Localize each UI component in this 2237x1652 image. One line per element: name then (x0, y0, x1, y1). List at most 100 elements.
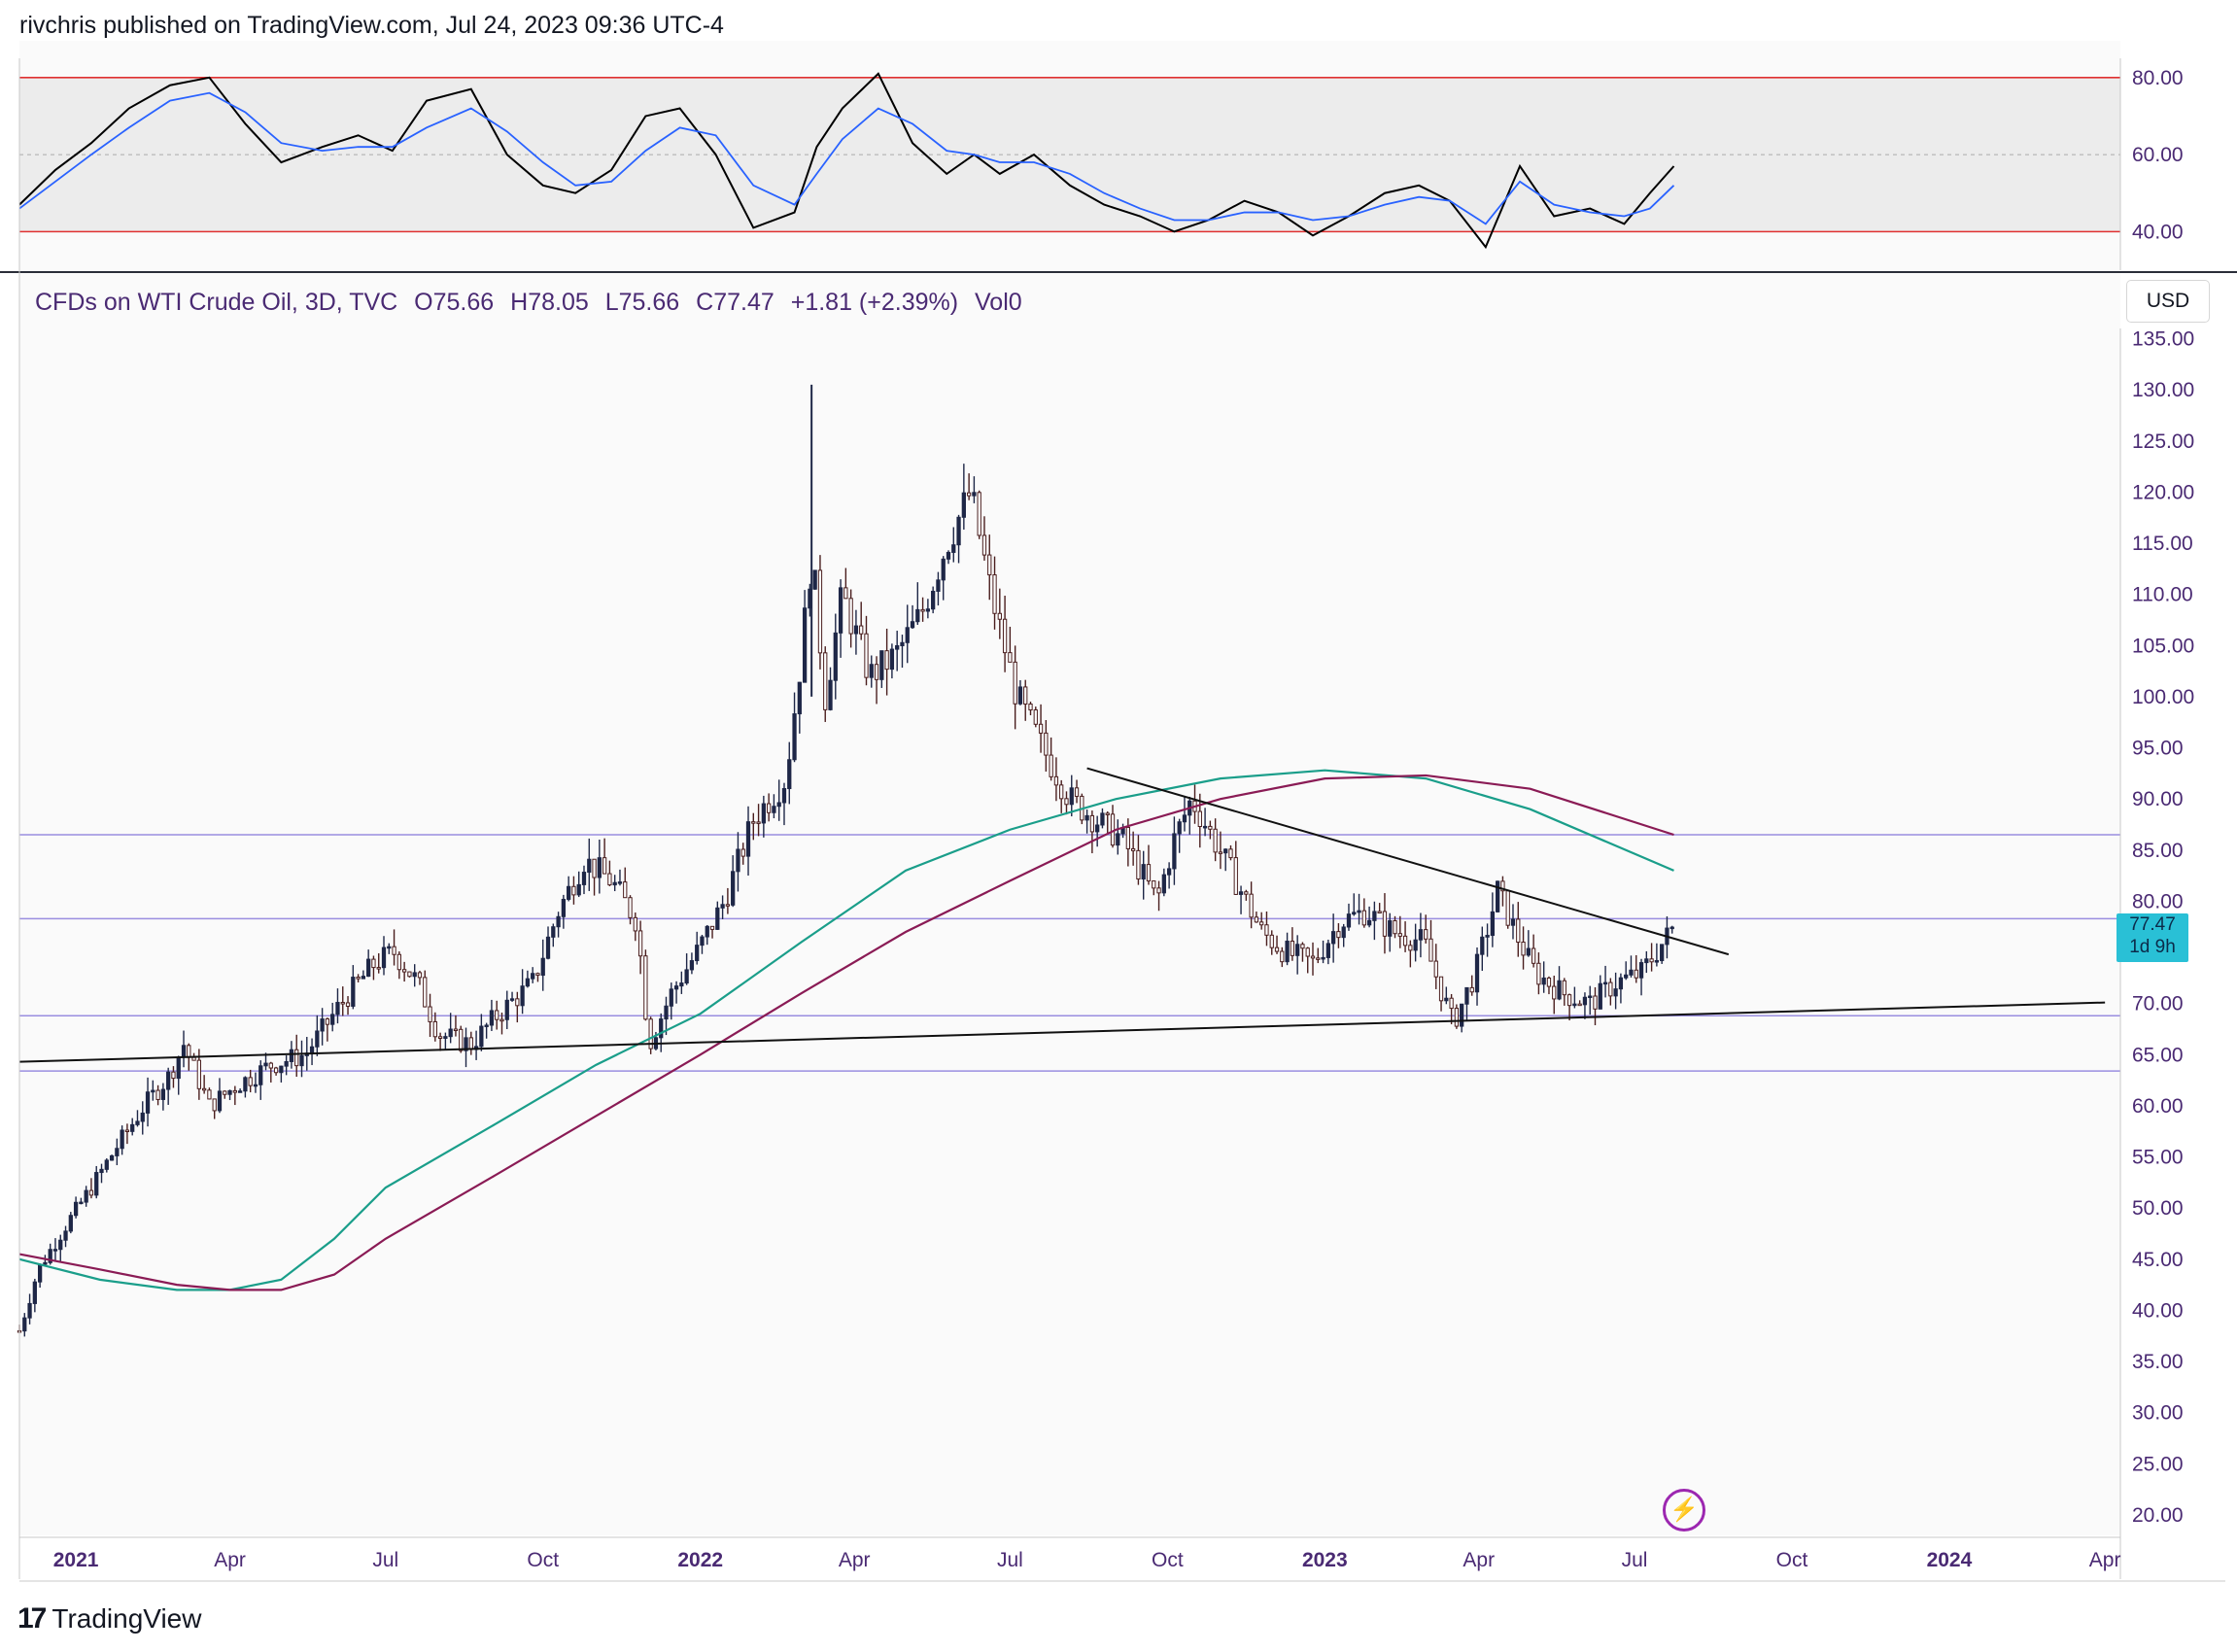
candle-body (1598, 982, 1602, 1010)
candle-body (1208, 825, 1213, 830)
candle (1536, 952, 1541, 995)
candle (84, 1186, 88, 1207)
candle-body (936, 579, 941, 592)
candle (709, 925, 715, 939)
candle (1624, 961, 1629, 981)
candle (1330, 913, 1336, 963)
candle-body (509, 998, 515, 1001)
candle-body (525, 978, 531, 987)
candle-body (792, 713, 797, 761)
candle-body (176, 1056, 181, 1080)
candle (1660, 944, 1665, 964)
candle (1285, 932, 1290, 966)
candle (253, 1072, 258, 1093)
candle-body (633, 916, 637, 932)
candle (115, 1138, 120, 1166)
candle-body (838, 587, 843, 634)
candle-body (309, 1046, 315, 1054)
candle-body (330, 1014, 335, 1025)
candle-body (417, 972, 423, 979)
candle (920, 597, 925, 622)
candle (797, 681, 802, 734)
candle (489, 999, 495, 1032)
candle (448, 1013, 453, 1044)
candle-body (1305, 947, 1310, 957)
candle (1433, 944, 1438, 989)
candle-body (920, 608, 925, 612)
candle (381, 936, 387, 976)
candle-body (673, 985, 679, 990)
candle (761, 795, 766, 838)
legend-symbol[interactable]: CFDs on WTI Crude Oil, 3D, TVC (35, 289, 398, 316)
candle-body (1218, 851, 1223, 854)
candle-body (951, 544, 956, 553)
candle (1669, 925, 1674, 934)
candle-body (212, 1098, 217, 1112)
candle-body (68, 1215, 73, 1232)
candle (900, 635, 905, 669)
candle (1521, 926, 1526, 970)
price-ytick-label: 70.00 (2132, 993, 2184, 1015)
candle-body (1449, 997, 1454, 1010)
currency-button[interactable]: USD (2126, 280, 2210, 323)
xtick-label: Jul (997, 1549, 1023, 1571)
candle-body (1546, 977, 1552, 987)
candle (1095, 815, 1100, 847)
candle (515, 991, 520, 1023)
candle (637, 920, 643, 975)
candle (351, 965, 356, 1010)
candle (1136, 835, 1141, 885)
candle (160, 1083, 166, 1111)
candle-body (489, 1010, 495, 1026)
candle-body (120, 1129, 124, 1150)
axes: 80.00 60.00 40.00 135.00 130.00 125.00 120.00 1… (18, 58, 2225, 1582)
candle (401, 961, 407, 982)
footer-brand[interactable]: 17 TradingView (17, 1602, 201, 1635)
candle-body (237, 1090, 243, 1093)
candle-body (1618, 977, 1624, 990)
candle-body (571, 885, 576, 896)
lightning-icon[interactable]: ⚡ (1663, 1489, 1705, 1532)
candle-body (109, 1154, 115, 1161)
candle-body (504, 999, 509, 1020)
candle-body (1002, 618, 1008, 654)
candle (905, 604, 910, 664)
candle (417, 970, 423, 985)
candle (120, 1125, 124, 1155)
candle (1321, 940, 1325, 964)
candle (151, 1080, 155, 1101)
candle-body (843, 587, 848, 600)
candle (1274, 935, 1280, 954)
candle (1259, 912, 1264, 930)
candle (1131, 831, 1136, 866)
price-ytick-label: 110.00 (2132, 584, 2193, 606)
candle-body (366, 958, 371, 978)
candle (1424, 914, 1428, 944)
candle (848, 589, 853, 648)
candle-body (1629, 969, 1634, 976)
candle-body (1197, 810, 1202, 828)
candle (1588, 985, 1593, 1015)
candle-body (459, 1028, 464, 1051)
candle-body (104, 1159, 109, 1170)
candle-body (705, 925, 709, 938)
candle-body (1141, 864, 1146, 880)
candle-body (812, 569, 817, 590)
candle-body (972, 492, 977, 497)
candle (1202, 808, 1208, 837)
candle (817, 555, 823, 670)
candle (356, 974, 361, 982)
candle-body (1413, 939, 1418, 951)
price-ytick-label: 135.00 (2132, 328, 2194, 351)
candle-body (1438, 976, 1444, 1002)
candle-body (1418, 929, 1424, 941)
price-ytick-label: 50.00 (2132, 1197, 2184, 1220)
price-ytick-label: 25.00 (2132, 1453, 2184, 1475)
candle (612, 875, 617, 892)
candle (812, 569, 817, 590)
candle (587, 838, 592, 891)
candle (1177, 818, 1182, 853)
candle (479, 1014, 484, 1051)
candle-body (284, 1060, 289, 1067)
